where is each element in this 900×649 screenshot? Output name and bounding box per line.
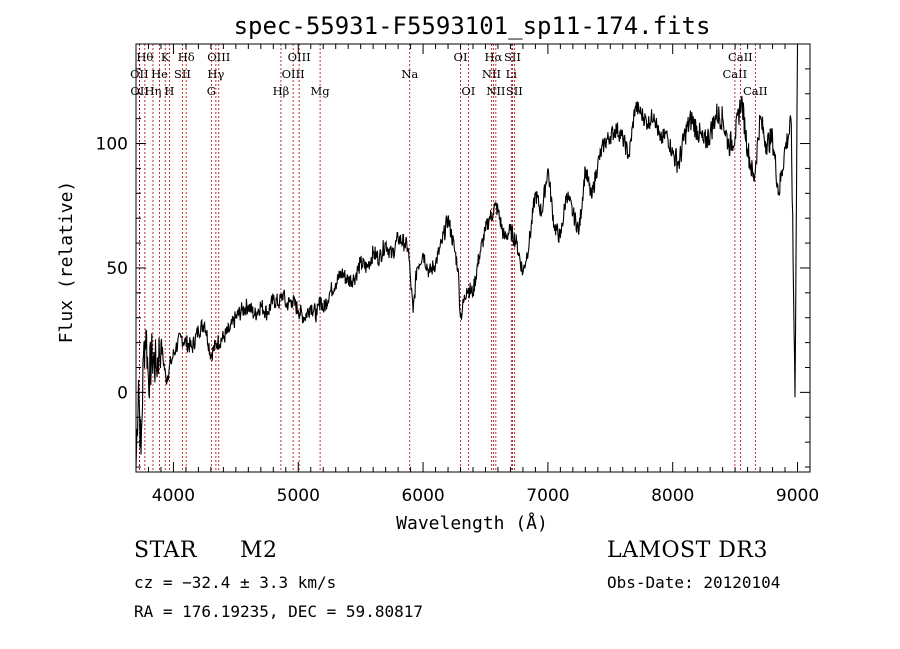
spectral-line-label: He xyxy=(151,67,168,81)
spectral-line-label: NII xyxy=(486,84,505,98)
spectral-line-label: Hθ xyxy=(136,50,153,64)
spectral-line-markers: OIIOIIHθHηHeKHSIIHδGHγOIIIHβOIIIOIIIMgNa… xyxy=(130,44,768,472)
chart-title: spec-55931-F5593101_sp11-174.fits xyxy=(234,12,711,40)
y-tick-label: 0 xyxy=(117,383,128,403)
x-tick-label: 5000 xyxy=(277,486,320,506)
spectral-line-label: CaII xyxy=(728,50,753,64)
spectral-line-label: Na xyxy=(401,67,418,81)
spectrum-line xyxy=(135,43,799,468)
survey-name: LAMOST DR3 xyxy=(607,538,768,563)
y-axis-label: Flux (relative) xyxy=(56,181,77,344)
y-tick-label: 50 xyxy=(106,259,128,279)
spectral-line-label: CaII xyxy=(722,67,747,81)
spectral-line-label: Hα xyxy=(484,50,502,64)
redshift-velocity: cz = −32.4 ± 3.3 km/s xyxy=(134,573,337,592)
spectral-line-label: OIII xyxy=(282,67,305,81)
spectral-line-label: OI xyxy=(461,84,475,98)
object-type: STAR xyxy=(134,538,197,563)
spectral-line-label: H xyxy=(164,84,174,98)
spectral-line-label: OIII xyxy=(207,50,230,64)
spectral-line-label: NII xyxy=(482,67,501,81)
x-tick-label: 4000 xyxy=(152,486,195,506)
spectral-line-label: Hη xyxy=(145,84,162,98)
plot-frame xyxy=(135,43,811,473)
axis-ticks: 4000 5000 6000 7000 8000 9000 0 50 100 xyxy=(96,43,819,506)
x-tick-label: 9000 xyxy=(776,486,819,506)
x-axis-label: Wavelength (Å) xyxy=(396,512,548,534)
spectral-line-label: SII xyxy=(506,84,523,98)
observation-date: Obs-Date: 20120104 xyxy=(607,573,781,592)
x-tick-label: 8000 xyxy=(651,486,694,506)
spectral-line-label: G xyxy=(207,84,216,98)
spectral-line-label: SII xyxy=(174,67,191,81)
object-subclass: M2 xyxy=(240,538,278,563)
spectral-line-label: Li xyxy=(506,67,518,81)
spectral-line-label: K xyxy=(161,50,170,64)
spectral-line-label: Hβ xyxy=(273,84,290,98)
spectral-line-label: Mg xyxy=(311,84,331,98)
spectrum-series xyxy=(135,43,799,468)
y-tick-label: 100 xyxy=(96,135,128,155)
spectral-line-label: CaII xyxy=(743,84,768,98)
spectral-line-label: OIII xyxy=(288,50,311,64)
spectral-line-label: Hδ xyxy=(178,50,195,64)
spectral-line-label: OI xyxy=(454,50,468,64)
spectral-line-label: SII xyxy=(504,50,521,64)
x-tick-label: 6000 xyxy=(401,486,444,506)
sky-coordinates: RA = 176.19235, DEC = 59.80817 xyxy=(134,602,423,621)
spectral-line-label: Hγ xyxy=(207,67,224,81)
x-tick-label: 7000 xyxy=(526,486,569,506)
spectral-line-label: OII xyxy=(130,84,149,98)
